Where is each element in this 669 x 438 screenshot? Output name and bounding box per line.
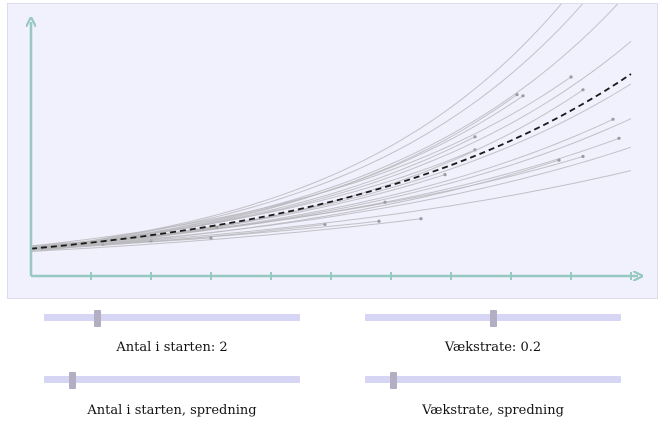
sample-curves: [30, 4, 632, 252]
slider-track[interactable]: [44, 314, 300, 321]
sample-endpoint: [557, 158, 561, 162]
sample-endpoint: [215, 225, 219, 229]
rate-spread-label: Vækstrate, spredning: [422, 403, 564, 418]
slider-thumb[interactable]: [68, 372, 76, 389]
axes: [31, 22, 638, 280]
slider-track[interactable]: [44, 376, 300, 383]
sample-endpoint: [617, 136, 621, 140]
growth-rate-slider[interactable]: [365, 310, 621, 327]
growth-chart: [8, 4, 659, 300]
mean-curve-group: [30, 73, 632, 250]
start-count-slider[interactable]: [44, 310, 300, 327]
sample-endpoint: [569, 75, 573, 79]
sample-endpoint: [443, 173, 447, 177]
rate-spread-slider[interactable]: [365, 372, 621, 389]
sample-curve: [30, 95, 524, 250]
slider-track[interactable]: [365, 376, 621, 383]
sample-curve: [30, 170, 632, 250]
sample-endpoint: [473, 135, 477, 139]
start-spread-slider[interactable]: [44, 372, 300, 389]
slider-thumb[interactable]: [489, 310, 497, 327]
sample-curve: [30, 89, 584, 252]
sample-curve: [30, 137, 620, 248]
sample-curve: [30, 94, 518, 251]
sample-curve: [30, 146, 632, 250]
sample-endpoint: [515, 93, 519, 97]
sample-curve: [30, 76, 572, 247]
sample-endpoint: [581, 88, 585, 92]
sample-curve: [30, 240, 152, 251]
slider-thumb[interactable]: [93, 310, 101, 327]
sample-endpoint: [521, 94, 525, 98]
sample-endpoint: [377, 219, 381, 223]
sample-curve: [30, 218, 422, 252]
sample-endpoint: [419, 217, 423, 221]
sample-curve: [30, 136, 476, 250]
sample-endpoint: [581, 154, 585, 159]
sample-curve: [30, 118, 632, 250]
start-spread-label: Antal i starten, spredning: [87, 403, 257, 418]
sample-endpoint: [611, 117, 615, 121]
start-count-label: Antal i starten: 2: [116, 340, 228, 355]
sample-endpoint: [209, 236, 213, 240]
plot-panel: [7, 3, 658, 299]
sample-curve: [30, 4, 619, 250]
sample-curve: [30, 40, 632, 250]
sample-curve: [30, 4, 562, 250]
slider-thumb[interactable]: [389, 372, 397, 389]
sample-endpoint: [383, 200, 387, 204]
growth-rate-label: Vækstrate: 0.2: [444, 340, 542, 355]
sample-curve: [30, 4, 584, 250]
mean-curve: [30, 73, 632, 250]
